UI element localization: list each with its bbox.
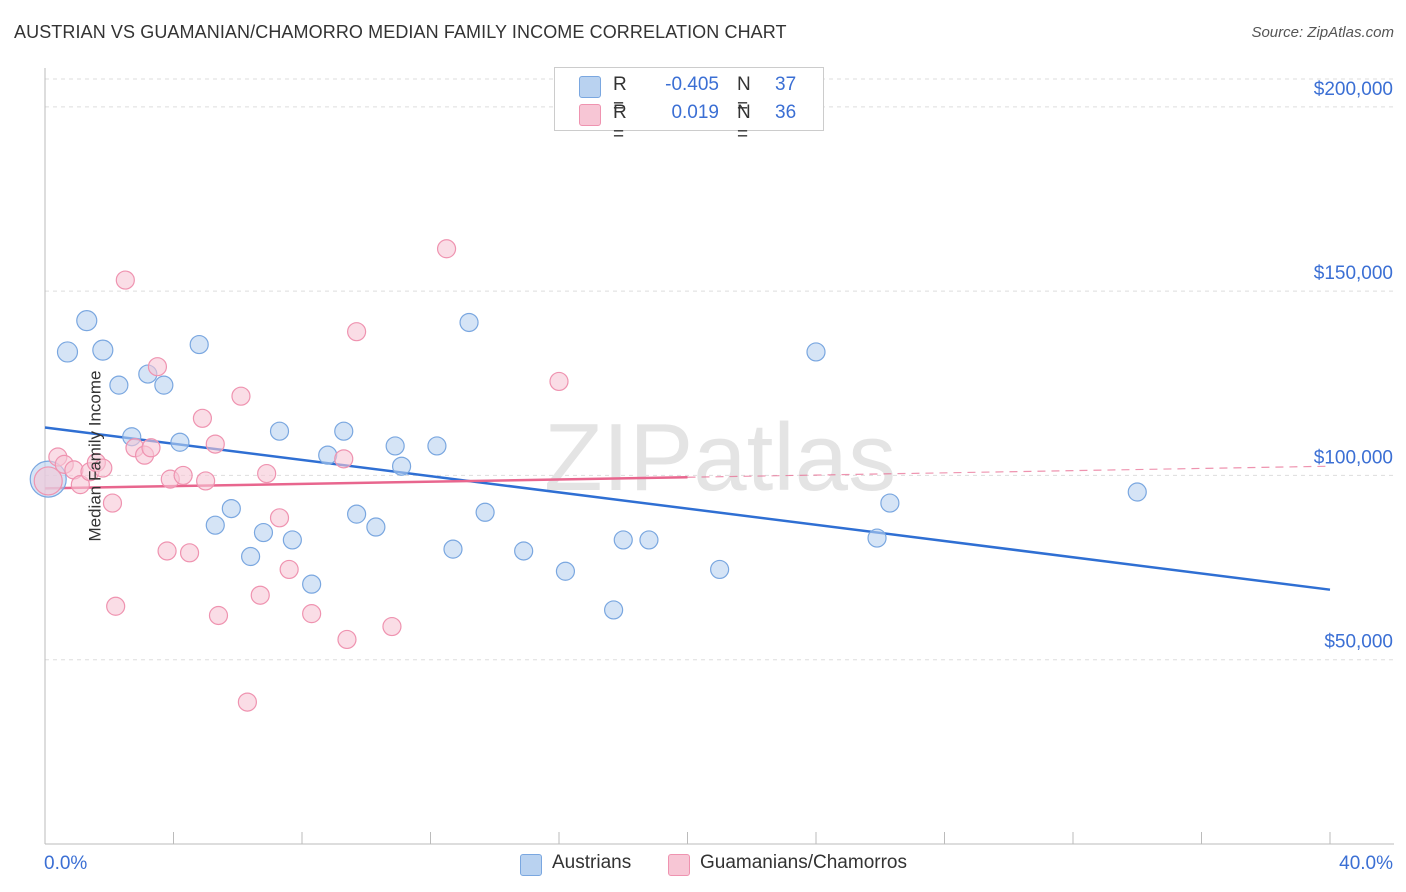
data-point-blue	[109, 375, 129, 395]
data-point-pink	[237, 692, 257, 712]
data-point-pink	[279, 559, 299, 580]
trend-lines	[44, 426, 1331, 591]
data-point-blue	[391, 456, 412, 476]
data-point-pink	[382, 616, 402, 637]
trend-line-blue	[44, 426, 1331, 591]
legend-label-austrians: Austrians	[552, 852, 632, 873]
data-point-blue	[347, 504, 367, 524]
data-point-pink	[196, 471, 216, 491]
data-point-pink	[93, 458, 113, 478]
x-tick-label-min: 0.0%	[44, 853, 87, 874]
data-point-blue	[334, 421, 354, 441]
data-point-blue	[639, 530, 659, 550]
data-point-blue	[154, 375, 174, 395]
data-point-blue	[604, 600, 624, 620]
data-point-blue	[241, 546, 261, 567]
data-point-pink	[192, 408, 213, 428]
data-point-pink	[231, 386, 251, 406]
data-point-blue	[253, 522, 274, 543]
data-point-pink	[334, 449, 354, 469]
data-point-blue	[1127, 482, 1147, 502]
data-point-pink	[141, 438, 161, 458]
data-point-pink	[250, 585, 270, 605]
correlation-legend: R = -0.405 N = 37 R = 0.019 N = 36	[554, 67, 824, 145]
legend-swatch-pink	[668, 854, 690, 876]
y-tick-label: $100,000	[1314, 447, 1393, 468]
data-point-pink	[205, 434, 225, 454]
y-tick-label: $150,000	[1314, 263, 1393, 284]
chart-title: AUSTRIAN VS GUAMANIAN/CHAMORRO MEDIAN FA…	[14, 22, 787, 42]
data-point-blue	[56, 341, 79, 363]
data-point-pink	[302, 604, 322, 624]
data-point-blue	[710, 559, 730, 580]
legend-swatch-blue	[579, 76, 601, 98]
trend-line-extension-pink	[687, 465, 1331, 478]
data-point-blue	[92, 339, 114, 361]
data-point-blue	[269, 421, 290, 441]
legend-r-value: -0.405	[665, 74, 719, 95]
legend-n-label: N =	[737, 74, 751, 117]
data-point-pink	[33, 466, 63, 496]
data-point-blue	[189, 334, 209, 355]
data-point-blue	[443, 539, 463, 559]
data-point-blue	[806, 342, 826, 362]
x-tick-labels: 0.0% 40.0%	[44, 853, 1393, 874]
data-point-blue	[514, 541, 534, 561]
data-point-blue	[613, 530, 633, 550]
data-point-blue	[366, 517, 386, 537]
data-point-pink	[70, 475, 90, 495]
data-point-blue	[170, 432, 190, 452]
data-point-pink	[173, 465, 193, 486]
data-point-pink	[102, 493, 123, 513]
data-point-blue	[282, 530, 302, 550]
data-point-blue	[555, 561, 576, 581]
data-point-pink	[347, 322, 367, 342]
data-point-pink	[157, 541, 177, 561]
data-point-pink	[549, 371, 569, 392]
legend-label-guamanians: Guamanians/Chamorros	[700, 852, 907, 873]
data-point-pink	[257, 463, 277, 484]
trend-line-pink	[44, 476, 688, 490]
legend-n-label: N =	[737, 102, 751, 145]
source-credit: Source: ZipAtlas.com	[1251, 24, 1394, 41]
watermark: ZIPatlas	[544, 404, 896, 511]
data-points	[29, 239, 1147, 712]
y-axis-label: Median Family Income	[85, 370, 105, 542]
legend-swatch-blue	[520, 854, 542, 876]
legend-n-value: 37	[775, 74, 797, 95]
data-point-blue	[318, 445, 338, 465]
data-point-blue	[867, 528, 887, 548]
legend-r-label: R =	[613, 74, 627, 117]
data-point-pink	[208, 605, 229, 626]
data-point-blue	[76, 310, 98, 332]
data-point-pink	[147, 357, 168, 377]
y-tick-label: $50,000	[1324, 632, 1393, 653]
legend-swatch-pink	[579, 104, 601, 126]
data-point-pink	[436, 239, 457, 259]
legend-r-label: R =	[613, 102, 627, 145]
data-point-pink	[269, 508, 290, 528]
legend-n-value: 36	[775, 102, 797, 123]
data-point-blue	[221, 499, 241, 519]
data-point-pink	[337, 629, 357, 650]
data-point-blue	[385, 436, 405, 456]
data-point-blue	[475, 502, 495, 522]
data-point-blue	[302, 574, 322, 594]
x-tick-label-max: 40.0%	[1339, 853, 1393, 874]
data-point-blue	[205, 515, 225, 535]
data-point-blue	[427, 436, 447, 456]
data-point-pink	[106, 596, 126, 616]
data-point-blue	[459, 312, 479, 333]
y-tick-label: $200,000	[1314, 79, 1393, 100]
y-tick-labels: $50,000 $100,000 $150,000 $200,000	[1314, 79, 1393, 653]
data-point-pink	[115, 270, 135, 290]
axes	[44, 68, 1394, 845]
legend-r-value: 0.019	[671, 102, 719, 123]
data-point-pink	[179, 543, 200, 563]
data-point-blue	[880, 493, 900, 513]
